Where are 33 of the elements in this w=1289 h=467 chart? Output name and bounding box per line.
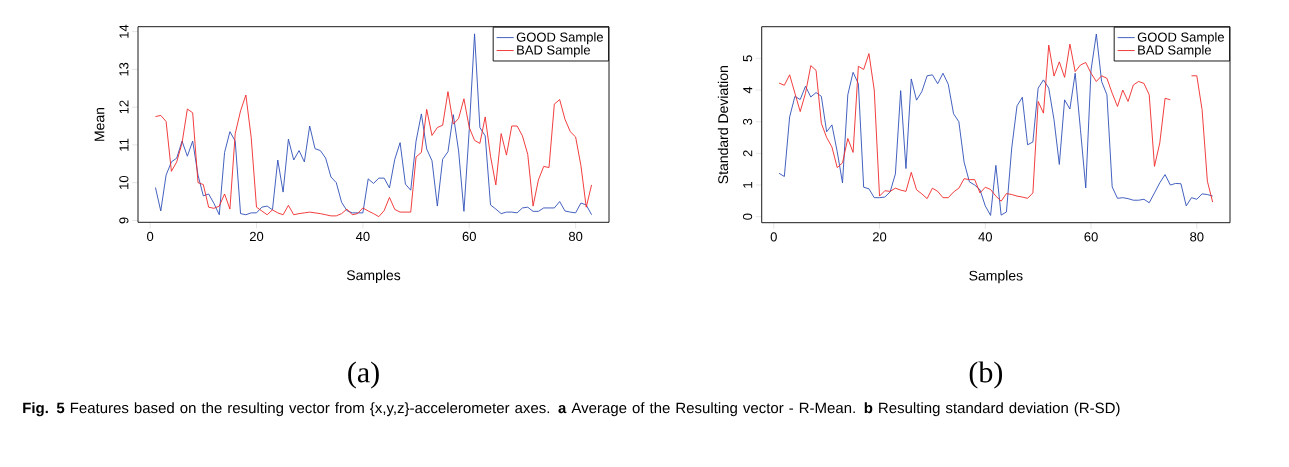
x-tick-label: 0: [147, 231, 154, 242]
x-tick-label: 60: [462, 231, 476, 242]
x-axis-title: Samples: [969, 270, 1023, 284]
y-axis-title: Standard Deviation: [717, 66, 729, 184]
y-tick-label: 10: [119, 175, 129, 189]
legend-label: GOOD Sample: [1137, 32, 1224, 45]
legend-label: BAD Sample: [517, 45, 590, 58]
x-tick-label: 0: [770, 232, 777, 242]
y-tick-label: 3: [742, 118, 753, 125]
y-tick-label: 1: [743, 182, 753, 188]
x-tick-label: 20: [249, 231, 264, 242]
y-tick-label: 13: [119, 62, 129, 76]
y-axis-title: Mean: [94, 107, 105, 141]
x-tick-label: 40: [978, 232, 993, 242]
x-axis-title: Samples: [346, 269, 401, 283]
y-tick-label: 5: [743, 55, 753, 62]
x-tick-label: 20: [872, 232, 887, 242]
text: (a): [348, 361, 379, 389]
x-tick-label: 80: [568, 231, 583, 242]
y-tick-label: 12: [119, 100, 129, 114]
y-tick-label: 14: [119, 24, 129, 38]
y-tick-label: 11: [119, 138, 129, 151]
x-tick-label: 40: [355, 231, 370, 242]
y-tick-label: 0: [742, 213, 753, 220]
text: (b): [969, 361, 1003, 389]
x-tick-label: 80: [1190, 232, 1204, 242]
y-tick-label: 2: [743, 150, 753, 157]
legend-label: GOOD Sample: [516, 32, 603, 45]
text: Fig. 5 Features based on the resulting vector from {x,y,z}-accelerometer axes. a Average of the Resulting vector - R-Mean. b Resulting standard deviation (R-SD): [23, 402, 1120, 417]
y-tick-label: 9: [119, 217, 129, 224]
legend-label: BAD Sample: [1138, 45, 1211, 58]
y-tick-label: 4: [743, 86, 753, 94]
x-tick-label: 60: [1084, 232, 1098, 242]
